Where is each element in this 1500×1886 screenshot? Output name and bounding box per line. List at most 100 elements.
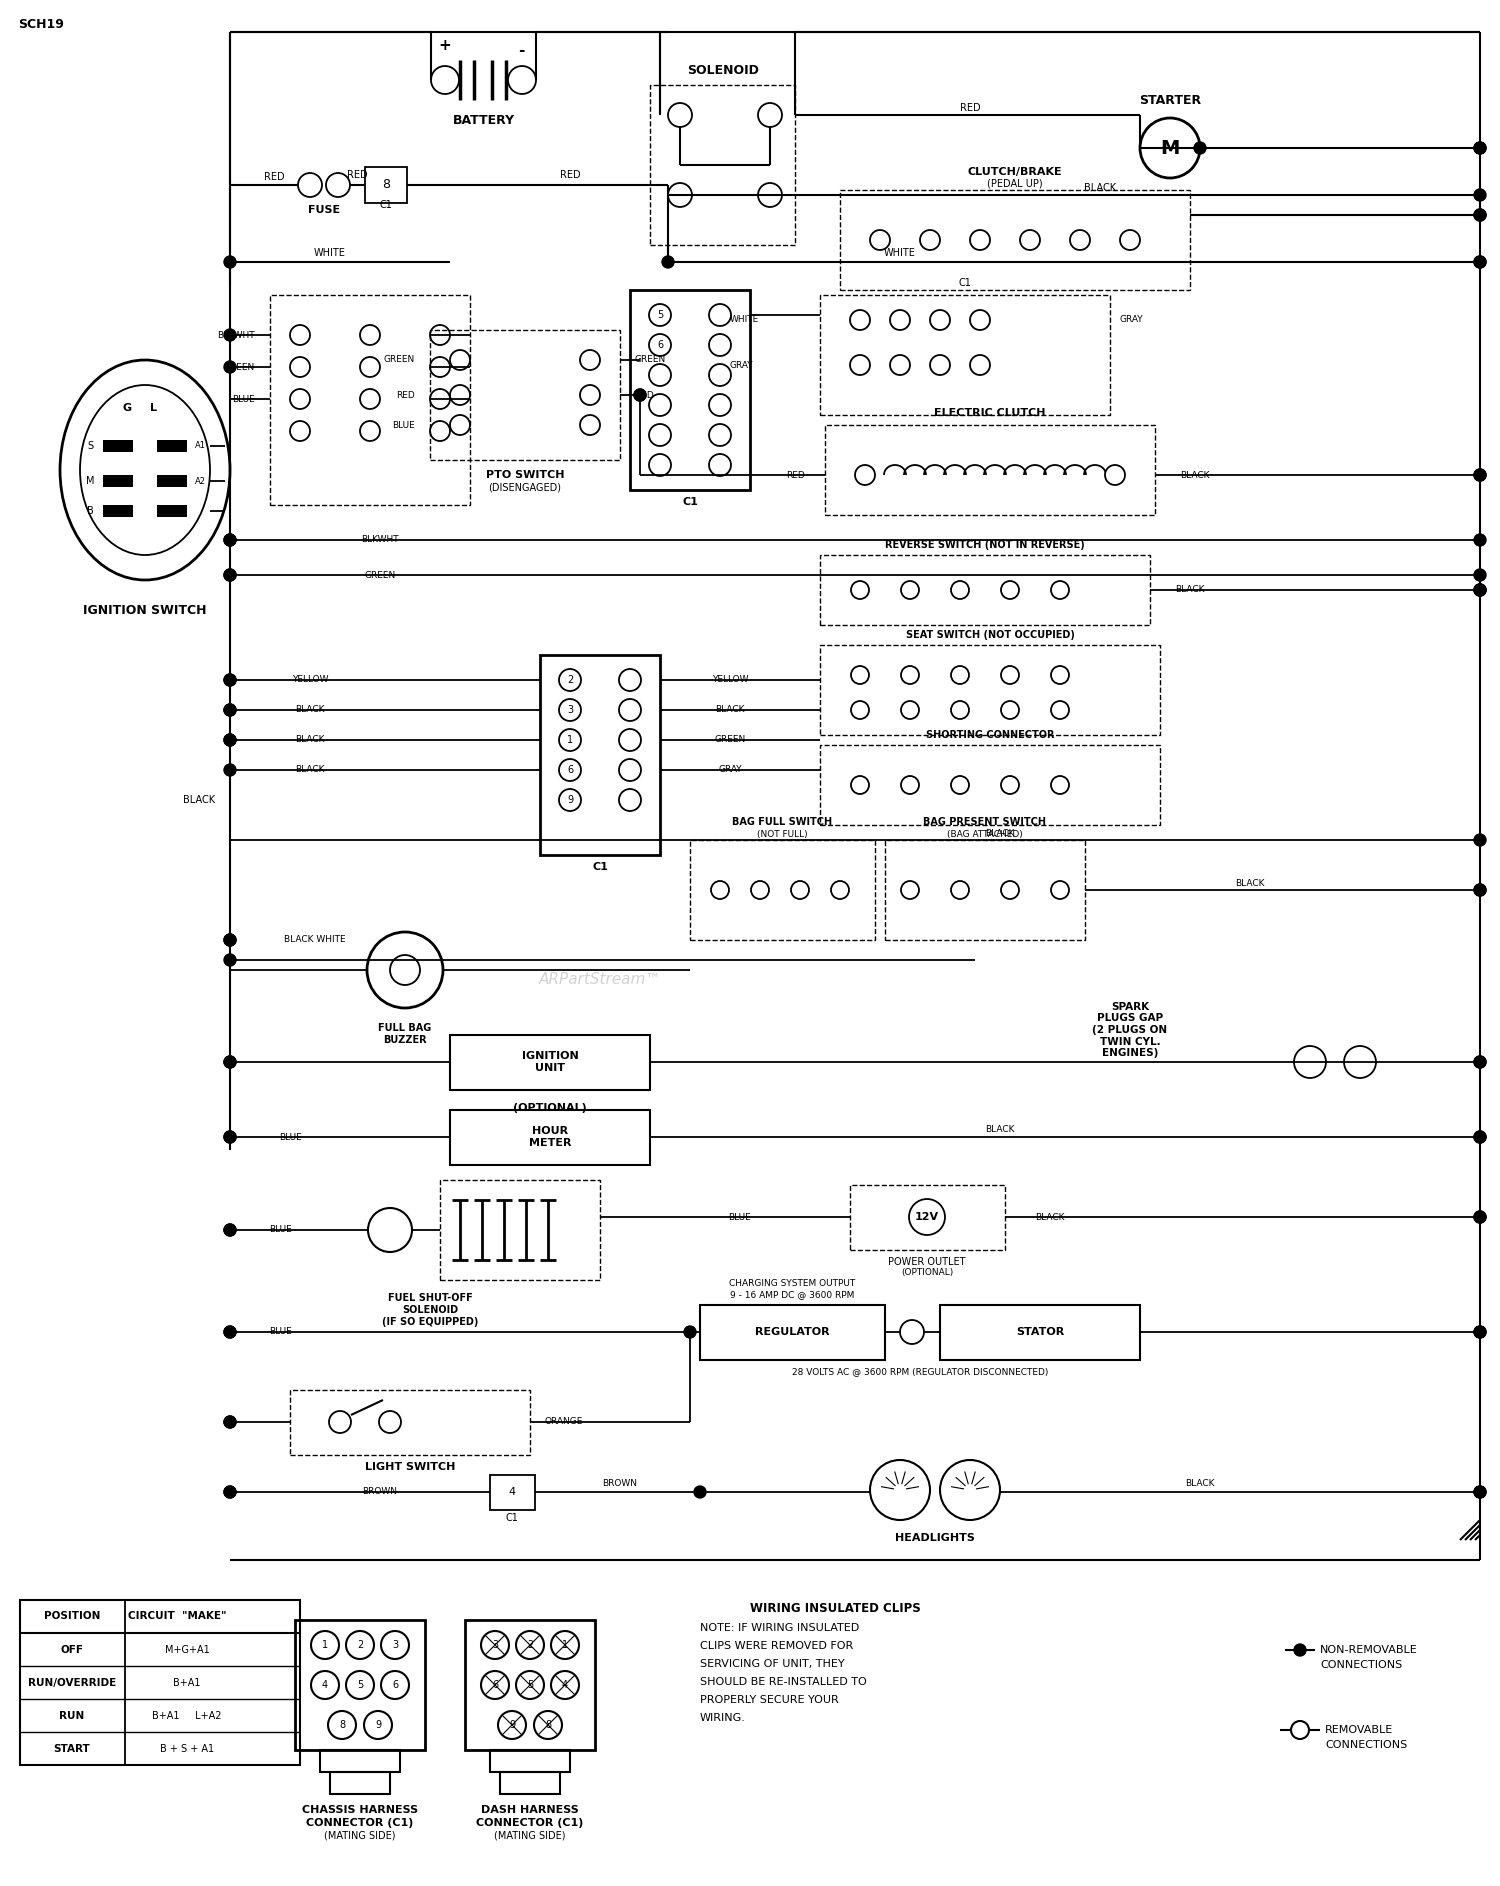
Circle shape (1052, 666, 1070, 685)
Text: 5: 5 (526, 1680, 532, 1690)
Circle shape (870, 1460, 930, 1520)
Circle shape (224, 764, 236, 775)
Text: 1: 1 (567, 736, 573, 745)
Text: REGULATOR: REGULATOR (754, 1328, 830, 1337)
Text: RED: RED (560, 170, 580, 179)
Circle shape (1294, 1645, 1306, 1656)
Bar (104, 475, 134, 487)
Text: BLACK: BLACK (296, 705, 326, 715)
Text: SEAT SWITCH (NOT OCCUPIED): SEAT SWITCH (NOT OCCUPIED) (906, 630, 1074, 639)
Circle shape (1000, 581, 1018, 600)
Circle shape (970, 230, 990, 251)
Text: SERVICING OF UNIT, THEY: SERVICING OF UNIT, THEY (700, 1660, 844, 1669)
Circle shape (450, 385, 470, 405)
Circle shape (900, 1320, 924, 1345)
Text: BLKWHT: BLKWHT (217, 330, 255, 339)
Circle shape (290, 389, 310, 409)
Circle shape (1070, 230, 1090, 251)
Text: (BAG ATTACHED): (BAG ATTACHED) (946, 830, 1023, 839)
Text: C1: C1 (506, 1513, 519, 1524)
Circle shape (1292, 1722, 1310, 1739)
Circle shape (710, 455, 730, 475)
Text: HEADLIGHTS: HEADLIGHTS (896, 1533, 975, 1543)
Text: YELLOW: YELLOW (292, 675, 328, 685)
Text: BUZZER: BUZZER (382, 1035, 427, 1045)
Text: BROWN: BROWN (363, 1488, 398, 1496)
Circle shape (1474, 470, 1486, 481)
Text: GREEN: GREEN (384, 355, 416, 364)
Text: BLACK WHITE: BLACK WHITE (284, 935, 346, 945)
Circle shape (1474, 1211, 1486, 1222)
Circle shape (940, 1460, 1000, 1520)
Circle shape (951, 775, 969, 794)
Circle shape (1474, 470, 1486, 481)
Text: FULL BAG: FULL BAG (378, 1022, 432, 1034)
Circle shape (1020, 230, 1040, 251)
Circle shape (1474, 1326, 1486, 1337)
Circle shape (368, 1209, 413, 1252)
Text: SHORTING CONNECTOR: SHORTING CONNECTOR (926, 730, 1054, 739)
Circle shape (650, 424, 670, 445)
Circle shape (390, 954, 420, 984)
Circle shape (224, 673, 236, 687)
Circle shape (1474, 1486, 1486, 1497)
Circle shape (224, 1416, 236, 1428)
Circle shape (902, 881, 920, 900)
Circle shape (970, 309, 990, 330)
Circle shape (509, 66, 536, 94)
Text: SHOULD BE RE-INSTALLED TO: SHOULD BE RE-INSTALLED TO (700, 1677, 867, 1686)
Bar (821, 745, 1160, 824)
Text: WHITE: WHITE (884, 247, 916, 258)
Bar (104, 439, 134, 453)
Circle shape (1474, 256, 1486, 268)
Circle shape (224, 703, 236, 717)
Bar (940, 1305, 1140, 1360)
Circle shape (650, 394, 670, 417)
Circle shape (560, 788, 580, 811)
Circle shape (290, 324, 310, 345)
Circle shape (710, 334, 730, 356)
Circle shape (224, 256, 236, 268)
Text: 6: 6 (492, 1680, 498, 1690)
Text: (PEDAL UP): (PEDAL UP) (987, 179, 1042, 189)
Text: -: - (518, 43, 524, 57)
Circle shape (951, 881, 969, 900)
Bar (320, 1750, 400, 1773)
Circle shape (752, 881, 770, 900)
Text: C1: C1 (682, 498, 698, 507)
Bar (840, 190, 1190, 290)
Circle shape (580, 385, 600, 405)
Circle shape (381, 1631, 410, 1660)
Circle shape (482, 1671, 508, 1699)
Circle shape (1140, 119, 1200, 177)
Text: C1: C1 (958, 277, 972, 289)
Circle shape (560, 758, 580, 781)
Circle shape (1474, 885, 1486, 896)
Text: 6: 6 (657, 339, 663, 351)
Text: RED: RED (786, 470, 806, 479)
Bar (158, 439, 188, 453)
Bar (825, 424, 1155, 515)
Bar (490, 1750, 570, 1773)
Circle shape (668, 104, 692, 126)
Text: GREEN: GREEN (224, 362, 255, 372)
Bar (821, 294, 1110, 415)
Circle shape (224, 570, 236, 581)
Text: (MATING SIDE): (MATING SIDE) (494, 1829, 566, 1841)
Circle shape (364, 1711, 392, 1739)
Text: BLACK: BLACK (1185, 1479, 1215, 1488)
Circle shape (1000, 666, 1018, 685)
Circle shape (710, 394, 730, 417)
Circle shape (224, 1224, 236, 1235)
Circle shape (360, 356, 380, 377)
Bar (330, 1773, 390, 1794)
Text: 4: 4 (509, 1486, 516, 1497)
Text: 6: 6 (392, 1680, 398, 1690)
Text: BLUE: BLUE (279, 1132, 302, 1141)
Circle shape (1120, 230, 1140, 251)
Text: 6: 6 (567, 766, 573, 775)
Circle shape (850, 702, 868, 719)
Circle shape (1474, 141, 1486, 155)
Circle shape (290, 356, 310, 377)
Circle shape (1474, 1326, 1486, 1337)
